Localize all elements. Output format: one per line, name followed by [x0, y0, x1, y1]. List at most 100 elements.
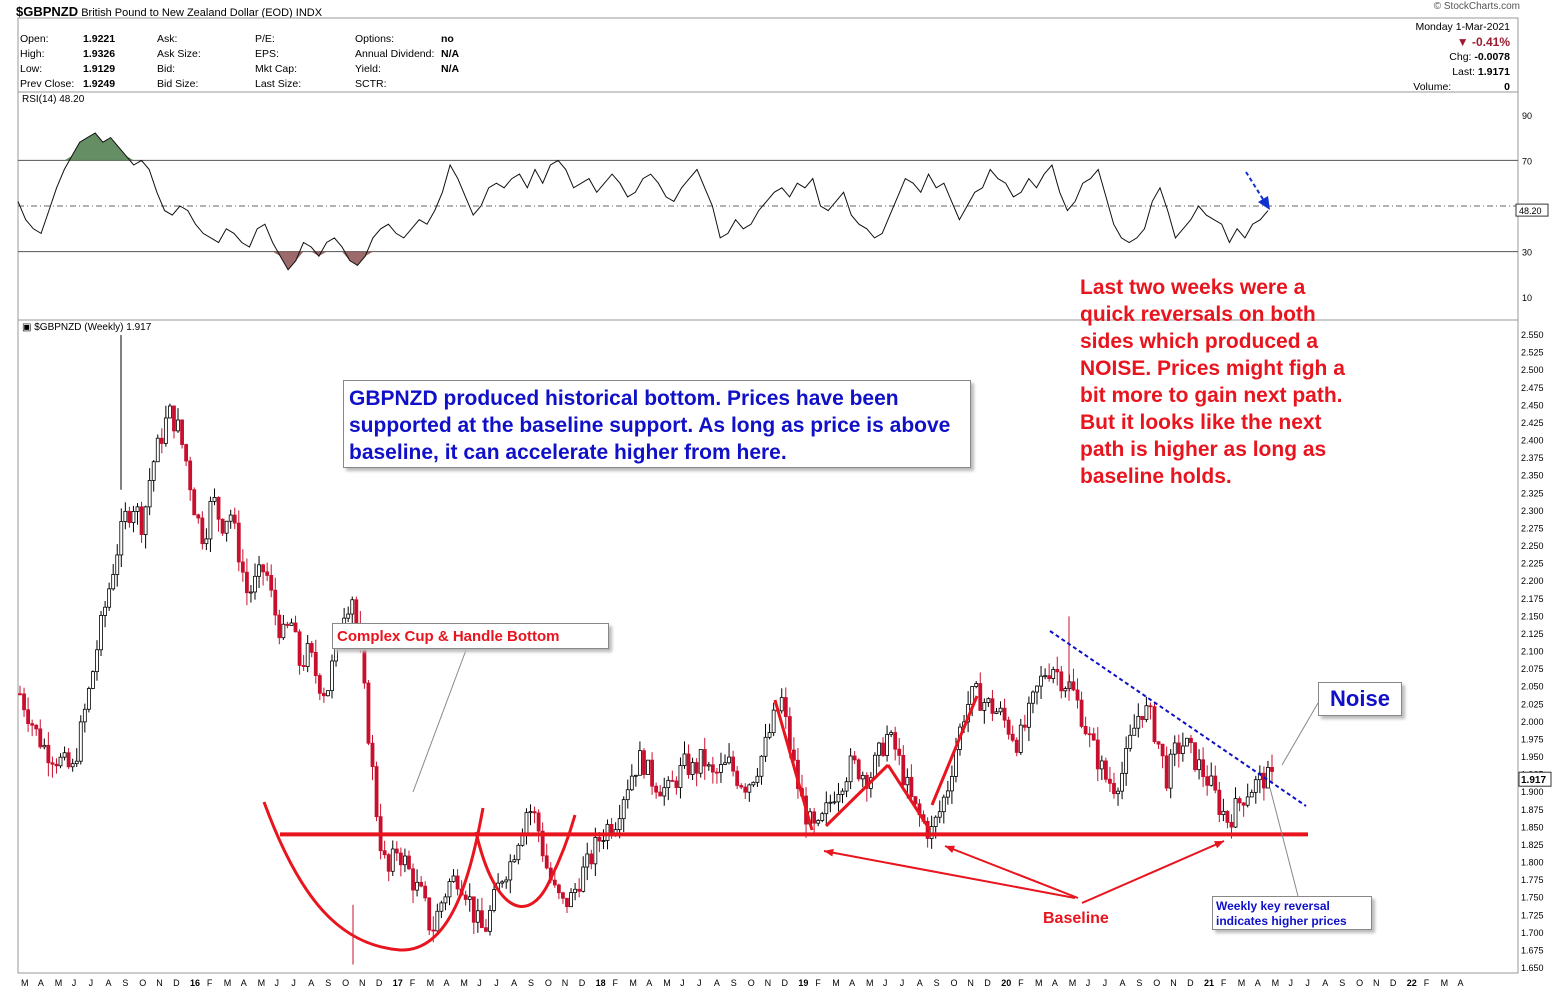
candle-body [240, 561, 245, 573]
x-tick-label: N [967, 978, 974, 988]
candle-body [471, 896, 476, 923]
candle-body [512, 859, 517, 863]
candle-body [184, 444, 189, 462]
candle-body [1140, 716, 1145, 720]
candle-body [974, 683, 979, 687]
rsi-arrow-line [1245, 171, 1267, 205]
candle-body [269, 575, 274, 591]
candle-body [180, 419, 184, 445]
candle-body [674, 780, 679, 789]
candle-body [767, 732, 772, 738]
price-tick-label: 1.800 [1521, 858, 1544, 868]
x-tick-label: 17 [393, 978, 403, 988]
candle-body [232, 514, 237, 524]
x-tick-label: A [106, 978, 112, 988]
candle-body [678, 765, 683, 789]
price-tick-label: 1.775 [1521, 875, 1544, 885]
price-tick-label: 2.200 [1521, 576, 1544, 586]
price-tick-label: 2.075 [1521, 664, 1544, 674]
rsi-arrow-head [1258, 196, 1270, 210]
candle-body [609, 823, 614, 834]
candle-body [982, 702, 987, 711]
candle-body [78, 721, 83, 762]
rsi-tick-label: 70 [1522, 156, 1532, 166]
stat-label: Bid: [157, 63, 176, 75]
candle-body [1035, 685, 1039, 693]
rsi-overbought-fill [64, 133, 134, 161]
candle-body [1103, 760, 1108, 780]
candle-body [480, 910, 484, 929]
price-tick-label: 2.150 [1521, 611, 1544, 621]
candle-body [488, 910, 492, 932]
x-tick-label: J [697, 978, 702, 988]
stat-value: 1.9249 [83, 78, 116, 90]
candle-body [1026, 702, 1031, 728]
candle-body [1051, 668, 1056, 679]
x-tick-label: J [680, 978, 685, 988]
price-tick-label: 2.125 [1521, 629, 1544, 639]
candle-body [107, 588, 112, 608]
candle-body [783, 697, 788, 717]
candle-body [326, 690, 330, 697]
brand-label: © StockCharts.com [1433, 1, 1520, 12]
candle-body [897, 748, 902, 756]
candle-body [727, 756, 731, 764]
cup-curve [262, 801, 485, 952]
candle-body [694, 762, 699, 774]
baseline-arrow-left [823, 850, 1076, 899]
x-tick-label: M [1069, 978, 1077, 988]
candle-body [994, 711, 999, 714]
candle-body [1229, 821, 1234, 828]
x-tick-label: S [731, 978, 737, 988]
candle-body [467, 896, 472, 900]
candle-body [74, 760, 79, 765]
price-tick-label: 1.975 [1521, 734, 1544, 744]
x-tick-label: O [748, 978, 755, 988]
candle-body [151, 461, 156, 481]
candle-body [82, 708, 87, 723]
price-tick-label: 2.325 [1521, 488, 1544, 498]
candle-body [1108, 778, 1112, 784]
candle-body [212, 497, 217, 502]
x-tick-label: D [1390, 978, 1397, 988]
x-tick-label: J [1289, 978, 1294, 988]
candle-body [115, 554, 120, 575]
candle-body [836, 794, 841, 803]
price-tick-label: 1.900 [1521, 787, 1544, 797]
x-tick-label: M [21, 978, 29, 988]
volume-row: Volume: 0 [1413, 81, 1510, 93]
candle-body [91, 671, 95, 689]
price-tick-label: 1.650 [1521, 963, 1544, 973]
candle-body [123, 510, 128, 522]
pattern-line [886, 764, 932, 831]
candle-body [220, 518, 225, 534]
candle-body [954, 749, 958, 777]
candle-body [135, 506, 140, 512]
candle-body [556, 884, 561, 894]
x-tick-label: D [579, 978, 586, 988]
x-tick-label: J [1103, 978, 1108, 988]
chart-title: $GBPNZD British Pound to New Zealand Dol… [16, 4, 322, 19]
candle-body [297, 631, 302, 666]
baseline-arrow-right-head [1214, 841, 1224, 849]
price-tick-label: 2.000 [1521, 717, 1544, 727]
candle-body [293, 622, 298, 633]
stat-label: P/E: [255, 33, 275, 45]
downtrend-line [1049, 630, 1307, 807]
candle-body [423, 885, 428, 899]
candle-body [1010, 733, 1015, 741]
x-tick-label: A [646, 978, 652, 988]
candle-body [192, 489, 197, 516]
candle-body [139, 506, 144, 535]
rsi-oversold-fill [342, 251, 373, 266]
x-tick-label: S [325, 978, 331, 988]
candle-body [1063, 688, 1068, 692]
candle-body [62, 752, 67, 758]
rsi-title: RSI(14) 48.20 [22, 94, 85, 105]
x-tick-label: M [866, 978, 874, 988]
candle-body [1006, 719, 1011, 735]
candle-body [715, 771, 719, 774]
x-tick-label: J [1305, 978, 1310, 988]
candle-body [455, 875, 460, 890]
candle-body [763, 736, 768, 757]
